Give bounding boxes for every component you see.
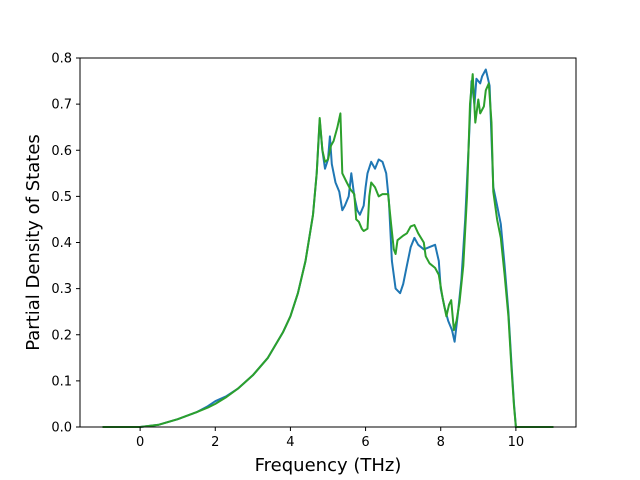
y-tick-label: 0.8: [51, 52, 72, 67]
x-tick-label: 2: [211, 435, 219, 450]
ticks-layer: 0 2 4 6 8 10 0.0 0.1 0.2 0.3 0.4 0.5 0.6 0.7 0.8: [51, 52, 524, 451]
y-axis-label: Partial Density of States: [23, 134, 44, 351]
y-tick-label: 0.5: [51, 190, 72, 205]
plot-frame: [79, 57, 577, 428]
x-tick-label: 0: [136, 435, 144, 450]
y-tick-label: 0.3: [51, 282, 72, 297]
x-tick-label: 4: [286, 435, 294, 450]
series-line-2: [102, 73, 554, 428]
y-tick-label: 0.1: [51, 374, 72, 389]
series-layer: [102, 68, 554, 428]
x-tick-label: 6: [361, 435, 369, 450]
x-tick-label: 10: [508, 435, 525, 450]
y-tick-label: 0.2: [51, 328, 72, 343]
y-tick-label: 0.0: [51, 421, 72, 436]
series-line-1: [102, 68, 554, 428]
y-tick-label: 0.6: [51, 144, 72, 159]
y-tick-label: 0.4: [51, 236, 72, 251]
x-tick-label: 8: [437, 435, 445, 450]
y-tick-label: 0.7: [51, 98, 72, 113]
x-axis-label: Frequency (THz): [255, 455, 402, 476]
